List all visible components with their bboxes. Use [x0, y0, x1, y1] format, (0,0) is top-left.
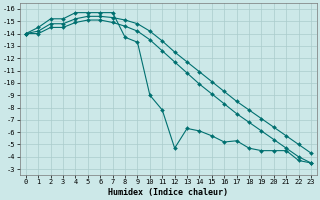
X-axis label: Humidex (Indice chaleur): Humidex (Indice chaleur): [108, 188, 228, 197]
